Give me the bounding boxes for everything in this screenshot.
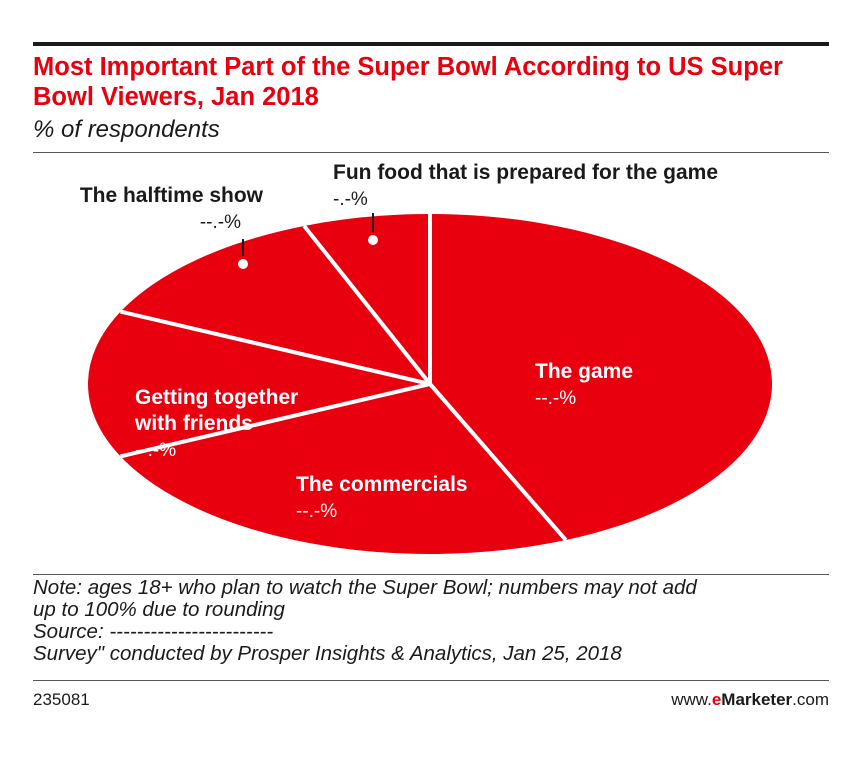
leader-dot-4 — [238, 259, 248, 269]
brand-prefix: www. — [671, 690, 712, 709]
header-divider — [33, 152, 829, 153]
slice-label-5: Fun food that is prepared for the game — [333, 161, 718, 184]
pie-slices — [87, 214, 773, 554]
chart-id: 235081 — [33, 690, 90, 709]
slice-divider-4 — [120, 309, 431, 386]
pie-slice-3 — [87, 311, 430, 457]
slice-label-1: The game — [535, 360, 633, 383]
slice-label-2: The commercials — [296, 473, 468, 496]
note-source: Source: ------------------------ — [33, 620, 274, 643]
note-line-1: Note: ages 18+ who plan to watch the Sup… — [33, 576, 697, 599]
slice-labels: The game --.-% The commercials --.-% Getting… — [80, 161, 718, 522]
note-survey: Survey" conducted by Prosper Insights & … — [33, 642, 622, 665]
chart-title: Most Important Part of the Super Bowl Ac… — [33, 53, 783, 111]
leader-lines — [238, 213, 378, 269]
note-divider — [33, 574, 829, 575]
brand-marketer: Marketer — [721, 690, 793, 709]
slice-value-3: --.-% — [135, 440, 176, 461]
slice-dividers — [120, 214, 568, 542]
slice-value-4: --.-% — [200, 212, 241, 233]
brand-e: e — [711, 690, 722, 709]
slice-value-1: --.-% — [535, 388, 576, 409]
footer-divider — [33, 680, 829, 681]
slice-divider-5 — [302, 224, 432, 386]
note-line-2: up to 100% due to rounding — [33, 598, 285, 621]
slice-label-4: The halftime show — [80, 184, 264, 207]
slice-value-5: -.-% — [333, 189, 368, 210]
chart-subtitle: % of respondents — [33, 116, 220, 143]
slice-divider-2 — [428, 382, 568, 542]
chart-note: Note: ages 18+ who plan to watch the Sup… — [33, 577, 829, 665]
brand-suffix: .com — [792, 690, 829, 709]
slice-label-3: Getting together with friends — [134, 386, 298, 435]
slice-value-2: --.-% — [296, 501, 337, 522]
pie-slice-2 — [120, 384, 566, 554]
top-rule — [33, 42, 829, 46]
slice-divider-3 — [120, 382, 431, 459]
pie-slice-4 — [120, 225, 431, 384]
pie-slice-1 — [430, 214, 773, 541]
brand-logo[interactable]: www.eMarketer.com — [671, 690, 829, 710]
leader-dot-5 — [368, 235, 378, 245]
